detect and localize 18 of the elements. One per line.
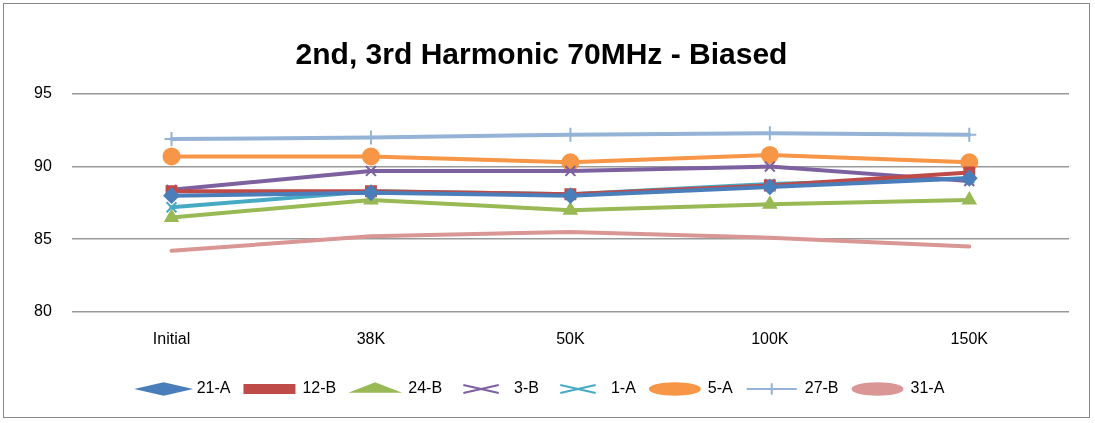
y-tick-label: 95 (34, 84, 52, 102)
x-tick-label: Initial (152, 329, 191, 347)
chart-title: 2nd, 3rd Harmonic 70MHz - Biased (295, 37, 788, 71)
legend-label: 5-A (707, 379, 734, 397)
legend-label: 12-B (302, 379, 337, 397)
y-tick-label: 80 (34, 302, 52, 320)
x-tick-label: 50K (556, 329, 585, 347)
legend-label: 21-A (196, 379, 231, 397)
legend-label: 31-A (910, 379, 945, 397)
y-tick-label: 90 (34, 157, 52, 175)
legend-label: 3-B (514, 379, 539, 397)
x-tick-label: 38K (356, 329, 386, 347)
legend-label: 24-B (408, 379, 443, 397)
y-tick-label: 85 (34, 229, 52, 247)
legend-label: 27-B (804, 379, 839, 397)
x-tick-label: 150K (950, 329, 989, 347)
legend-label: 1-A (610, 379, 637, 397)
x-tick-label: 100K (751, 329, 789, 347)
